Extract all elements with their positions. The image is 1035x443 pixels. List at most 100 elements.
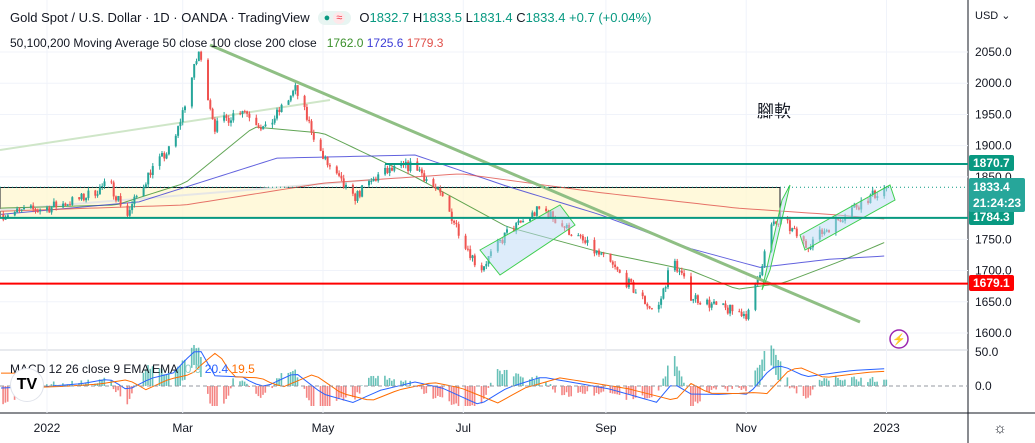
candle xyxy=(246,111,249,114)
candle xyxy=(738,311,741,313)
candle xyxy=(345,184,347,188)
macd-bar xyxy=(662,378,664,386)
candle xyxy=(448,196,451,212)
macd-bar xyxy=(469,386,471,406)
candle xyxy=(276,109,278,119)
macd-bar xyxy=(673,356,676,377)
macd-bar xyxy=(319,386,322,406)
settings-icon[interactable]: ☼ xyxy=(993,420,1007,437)
macd-legend[interactable]: MACD 12 26 close 9 EMA EMA 0.9 20.4 19.5 xyxy=(10,362,255,376)
candle xyxy=(471,255,474,259)
macd-bar xyxy=(289,372,292,386)
macd-bar xyxy=(294,369,296,386)
symbol-title[interactable]: Gold Spot / U.S. Dollar · 1D · OANDA · T… xyxy=(10,10,310,25)
candle xyxy=(600,253,603,255)
macd-bar xyxy=(243,381,246,386)
signal-line xyxy=(1,352,885,404)
macd-bar xyxy=(855,379,858,386)
level-price-tag[interactable]: 1870.7 xyxy=(969,154,1014,171)
macd-bar xyxy=(161,368,163,386)
candle xyxy=(241,111,244,114)
macd-bar xyxy=(259,386,262,398)
macd-bar xyxy=(837,377,839,386)
candle xyxy=(374,178,377,181)
currency-selector[interactable]: USD ⌄ xyxy=(975,10,1011,22)
macd-bar xyxy=(101,379,103,386)
macd-bar xyxy=(335,386,338,401)
candle xyxy=(55,201,58,208)
candle xyxy=(34,209,37,212)
level-price-tag[interactable]: 1679.1 xyxy=(969,274,1014,291)
lightning-icon[interactable] xyxy=(889,329,909,349)
macd-bar xyxy=(151,366,154,386)
macd-bar xyxy=(522,377,524,386)
candle xyxy=(223,115,226,121)
candle xyxy=(531,212,534,218)
macd-bar xyxy=(841,380,844,386)
macd-bar xyxy=(213,386,216,406)
candle xyxy=(696,295,699,303)
candle xyxy=(264,124,267,127)
chart-annotation[interactable]: 腳軟 xyxy=(757,102,791,121)
macd-bar xyxy=(209,386,211,404)
macd-bar xyxy=(646,386,648,399)
candle xyxy=(788,220,791,232)
macd-bar xyxy=(246,383,248,386)
macd-bar xyxy=(377,375,379,386)
ma-legend[interactable]: 50,100,200 Moving Average 50 close 100 c… xyxy=(10,36,444,50)
macd-bar xyxy=(351,386,354,398)
candle xyxy=(517,220,520,223)
macd-bar xyxy=(802,386,805,396)
y-tick-label: 1600.0 xyxy=(975,326,1012,340)
macd-bar xyxy=(416,386,418,388)
macd-bar xyxy=(473,386,476,406)
macd-bar xyxy=(501,374,503,386)
macd-bar xyxy=(340,386,342,398)
macd-bar xyxy=(634,386,637,398)
candle xyxy=(464,235,467,249)
macd-tick-label: 0.0 xyxy=(975,379,992,393)
macd-bar xyxy=(50,384,53,386)
macd-bar xyxy=(775,354,777,375)
candle xyxy=(262,126,265,130)
macd-bar xyxy=(310,386,313,406)
macd-bar xyxy=(78,383,80,386)
macd-bar xyxy=(448,386,451,402)
candle xyxy=(466,248,469,250)
macd-bar xyxy=(538,377,540,386)
ma100-value: 1725.6 xyxy=(366,36,404,50)
macd-bar xyxy=(128,386,131,399)
macd-bar xyxy=(2,386,4,405)
candle xyxy=(296,85,299,96)
candle xyxy=(611,261,614,265)
macd-bar xyxy=(483,386,485,399)
macd-bar xyxy=(71,380,73,386)
candle xyxy=(437,187,439,189)
candle xyxy=(257,125,260,128)
macd-bar xyxy=(506,369,508,386)
level-price-tag[interactable]: 1784.3 xyxy=(969,208,1014,225)
macd-bar xyxy=(227,386,230,396)
macd-bar xyxy=(825,378,828,386)
macd-bar xyxy=(232,378,234,386)
y-tick-label: 2050.0 xyxy=(975,45,1012,59)
candle xyxy=(673,260,676,271)
macd-bar xyxy=(216,386,218,406)
ma50-value: 1762.0 xyxy=(326,36,364,50)
macd-bar xyxy=(706,386,708,392)
macd-bar xyxy=(464,386,467,406)
market-status-badge[interactable]: ● ≈ xyxy=(317,10,352,25)
macd-bar xyxy=(563,386,566,396)
candle xyxy=(377,174,380,181)
macd-signal-value: 19.5 xyxy=(231,362,255,376)
candle xyxy=(384,167,387,175)
candle xyxy=(287,100,290,105)
macd-hist-value: 0.9 xyxy=(184,362,202,376)
macd-bar xyxy=(708,386,710,393)
candle xyxy=(66,204,69,206)
tradingview-logo[interactable]: TV xyxy=(10,368,44,402)
candle xyxy=(227,117,230,123)
macd-bar xyxy=(519,376,522,386)
